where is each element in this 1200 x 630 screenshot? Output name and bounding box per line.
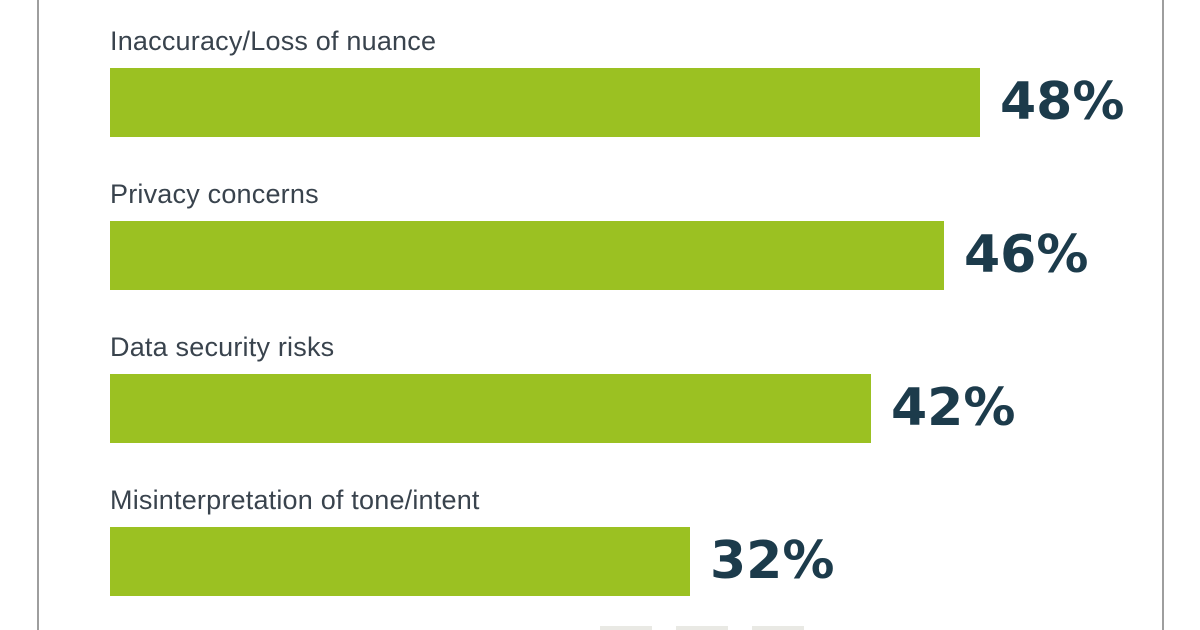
value-label: 46%	[964, 225, 1089, 285]
category-label: Data security risks	[110, 332, 335, 362]
value-label: 42%	[891, 378, 1016, 438]
bar-row: Data security risks 42%	[110, 334, 1162, 443]
cropped-bottom-content	[600, 626, 804, 630]
value-label: 32%	[710, 531, 835, 591]
bar-line: 42%	[110, 374, 1162, 443]
chart-card: Inaccuracy/Loss of nuance 48% Privacy co…	[37, 0, 1164, 630]
bar-line: 46%	[110, 221, 1162, 290]
bar-line: 48%	[110, 68, 1162, 137]
bar-row: Inaccuracy/Loss of nuance 48%	[110, 28, 1162, 137]
bar	[110, 527, 690, 596]
bar	[110, 221, 944, 290]
category-label: Inaccuracy/Loss of nuance	[110, 26, 437, 56]
bar	[110, 374, 871, 443]
category-label: Misinterpretation of tone/intent	[110, 485, 480, 515]
bar-row: Misinterpretation of tone/intent 32%	[110, 487, 1162, 596]
bar-line: 32%	[110, 527, 1162, 596]
bar	[110, 68, 980, 137]
category-label: Privacy concerns	[110, 179, 319, 209]
bar-row: Privacy concerns 46%	[110, 181, 1162, 290]
value-label: 48%	[1000, 72, 1125, 132]
